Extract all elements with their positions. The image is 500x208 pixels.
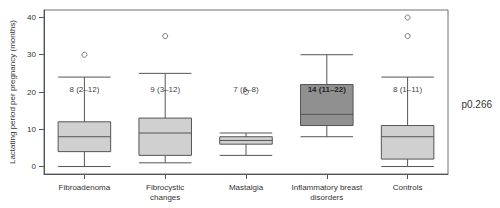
svg-text:Lactating period per pregnancy: Lactating period per pregnancy (months) — [8, 20, 17, 164]
svg-text:40: 40 — [27, 13, 36, 22]
svg-text:8 (2–12): 8 (2–12) — [70, 85, 100, 94]
svg-text:Controls: Controls — [393, 183, 423, 192]
svg-text:8 (1–11): 8 (1–11) — [393, 85, 423, 94]
svg-text:Inflammatory breast: Inflammatory breast — [291, 183, 362, 192]
svg-text:10: 10 — [27, 125, 36, 134]
svg-text:0: 0 — [32, 162, 37, 171]
svg-text:9 (3–12): 9 (3–12) — [150, 85, 180, 94]
svg-text:Fibrocystic: Fibrocystic — [146, 183, 184, 192]
svg-text:Fibroadenoma: Fibroadenoma — [59, 183, 111, 192]
svg-text:Mastalgia: Mastalgia — [229, 183, 264, 192]
svg-text:p0.266: p0.266 — [461, 99, 492, 110]
svg-text:disorders: disorders — [310, 193, 343, 202]
svg-text:20: 20 — [27, 88, 36, 97]
svg-text:30: 30 — [27, 50, 36, 59]
svg-text:changes: changes — [150, 193, 180, 202]
svg-text:7 (6–8): 7 (6–8) — [233, 85, 259, 94]
svg-text:14 (11–22): 14 (11–22) — [308, 85, 347, 94]
